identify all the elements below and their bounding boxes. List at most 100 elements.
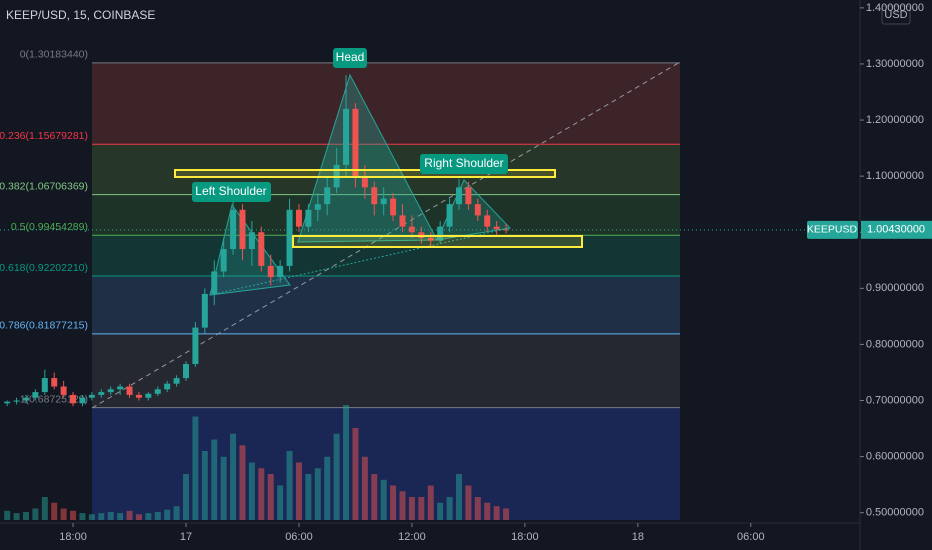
left-shoulder-box xyxy=(192,182,271,202)
volume-bar xyxy=(493,506,500,520)
candle-body xyxy=(324,187,331,205)
volume-bar xyxy=(295,462,302,520)
candle-body xyxy=(258,232,265,266)
volume-bar xyxy=(192,416,199,520)
volume-bar xyxy=(126,510,133,520)
volume-bar xyxy=(455,474,462,520)
last-price-label: 1.00430000 xyxy=(867,224,925,236)
candle-body xyxy=(164,383,171,390)
candle-body xyxy=(295,209,302,227)
fib-label: 0.382(1.06706369) xyxy=(0,180,88,192)
candle-body xyxy=(493,226,500,230)
y-tick-label: 1.20000000 xyxy=(866,114,924,126)
fib-label: 0.786(0.81877215) xyxy=(0,320,88,332)
head-label-box xyxy=(333,48,367,68)
head-label: Head xyxy=(336,50,365,64)
fib-label: 0.236(1.15679281) xyxy=(0,130,88,142)
candle-body xyxy=(437,226,444,241)
x-tick-label: 17 xyxy=(180,531,192,543)
candle-body xyxy=(79,397,86,404)
candle-body xyxy=(192,327,199,365)
volume-bar xyxy=(230,433,237,520)
volume-bar xyxy=(4,510,11,520)
x-tick-label: 18 xyxy=(632,531,644,543)
candle-body xyxy=(13,400,20,402)
neckline xyxy=(209,227,511,296)
y-tick-label: 0.80000000 xyxy=(866,338,924,350)
candle-body xyxy=(41,378,48,393)
candle-body xyxy=(230,209,237,250)
last-price-box xyxy=(861,220,932,239)
fib-label: 0.618(0.92202210) xyxy=(0,262,88,274)
x-tick-label: 12:00 xyxy=(398,531,426,543)
volume-bar xyxy=(267,474,274,520)
fib-band xyxy=(92,275,680,334)
volume-bar xyxy=(201,451,208,520)
x-tick-label: 06:00 xyxy=(737,531,765,543)
candle-body xyxy=(145,393,152,398)
volume-bar xyxy=(211,439,218,520)
volume-bar xyxy=(258,468,265,520)
right-shoulder-label: Right Shoulder xyxy=(424,156,503,170)
volume-bar xyxy=(248,462,255,520)
volume-bar xyxy=(465,485,472,520)
candle-body xyxy=(390,198,397,216)
candle-body xyxy=(201,293,208,328)
candle-body xyxy=(399,215,406,227)
candle-body xyxy=(98,392,105,395)
volume-bar xyxy=(314,468,321,520)
y-tick-label: 1.30000000 xyxy=(866,58,924,70)
candle-body xyxy=(173,378,180,384)
candle-body xyxy=(361,176,368,188)
volume-bar xyxy=(239,445,246,520)
currency: USD xyxy=(884,9,907,21)
candle-body xyxy=(380,198,387,205)
volume-bar xyxy=(117,513,124,520)
volume-bar xyxy=(343,405,350,520)
volume-bar xyxy=(418,497,425,520)
volume-bar xyxy=(41,497,48,520)
volume-bar xyxy=(13,513,20,520)
volume-bar xyxy=(220,456,227,520)
candle-body xyxy=(60,386,67,395)
volume-bar xyxy=(277,485,284,520)
candle-body xyxy=(352,108,359,177)
symbol-label: KEEPUSD xyxy=(807,224,858,236)
volume-bar xyxy=(305,474,312,520)
volume-bar xyxy=(408,497,415,520)
volume-bar xyxy=(79,513,86,520)
volume-bar xyxy=(437,502,444,520)
candle-body xyxy=(474,204,481,216)
y-tick-label: 0.90000000 xyxy=(866,282,924,294)
candle-body xyxy=(408,226,415,233)
volume-bar xyxy=(352,428,359,520)
volume-bar xyxy=(135,514,142,520)
candle-body xyxy=(117,386,124,390)
y-tick-label: 0.50000000 xyxy=(866,507,924,519)
left-shoulder-label: Left Shoulder xyxy=(195,184,266,198)
volume-bar xyxy=(324,456,331,520)
candles xyxy=(4,75,510,407)
volume-bar xyxy=(361,456,368,520)
candle-body xyxy=(286,209,293,266)
candle-body xyxy=(154,389,161,394)
candle-body xyxy=(305,209,312,227)
trend-line xyxy=(91,61,681,409)
candle-body xyxy=(51,378,58,387)
right-shoulder-box xyxy=(420,154,508,174)
candle-body xyxy=(107,389,114,393)
volume-bar xyxy=(60,508,67,520)
volume-bar xyxy=(164,509,171,520)
y-tick-label: 1.40000000 xyxy=(866,2,924,14)
candle-body xyxy=(455,187,462,205)
volume-bar xyxy=(145,513,152,520)
candle-body xyxy=(126,386,133,395)
fib-band xyxy=(92,62,680,145)
x-tick-label: 18:00 xyxy=(511,531,539,543)
fib-label: 0(1.30183440) xyxy=(20,49,88,61)
candle-body xyxy=(32,392,39,398)
y-tick-label: 0.70000000 xyxy=(866,394,924,406)
candle-body xyxy=(465,187,472,205)
